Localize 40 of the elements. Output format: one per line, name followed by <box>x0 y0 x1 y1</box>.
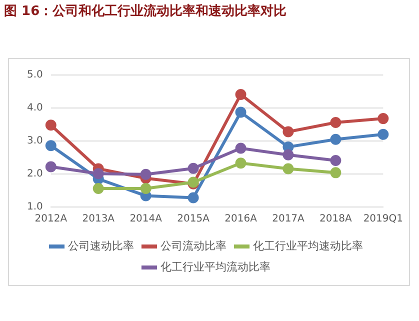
legend-label: 化工行业平均流动比率 <box>160 260 270 274</box>
y-tick-label: 5.0 <box>26 70 43 81</box>
point <box>45 161 56 172</box>
point <box>92 183 104 194</box>
point <box>235 106 246 118</box>
x-tick-label: 2018A <box>320 214 352 225</box>
point <box>330 117 342 128</box>
x-tick-label: 2015A <box>177 214 210 225</box>
y-tick-label: 1.0 <box>26 202 43 213</box>
point <box>282 163 294 174</box>
point <box>235 142 246 154</box>
point <box>378 128 389 140</box>
point <box>188 192 199 204</box>
point <box>330 154 342 166</box>
x-tick-label: 2017A <box>272 214 305 225</box>
chart-title: 图 16：公司和化工行业流动比率和速动比率对比 <box>4 2 287 20</box>
x-tick-label: 2019Q1 <box>363 214 403 225</box>
point <box>45 120 56 131</box>
legend-label: 化工行业平均速动比率 <box>252 239 363 252</box>
x-tick-label: 2016A <box>224 214 258 225</box>
point <box>282 126 294 138</box>
point <box>45 140 56 152</box>
point <box>235 88 246 100</box>
x-tick-label: 2013A <box>82 214 115 225</box>
point <box>282 149 294 160</box>
point <box>140 183 152 194</box>
legend-label: 公司流动比率 <box>160 239 226 252</box>
point <box>330 167 342 178</box>
x-tick-label: 2014A <box>130 214 162 225</box>
point <box>330 134 342 145</box>
point <box>188 162 199 174</box>
legend-label: 公司速动比率 <box>68 239 134 252</box>
y-tick-label: 3.0 <box>26 136 43 147</box>
point <box>235 158 246 169</box>
y-tick-label: 4.0 <box>26 102 43 114</box>
point <box>140 168 152 180</box>
point <box>378 113 389 124</box>
y-tick-label: 2.0 <box>26 168 43 180</box>
point <box>92 168 104 180</box>
x-tick-label: 2012A <box>34 214 68 225</box>
